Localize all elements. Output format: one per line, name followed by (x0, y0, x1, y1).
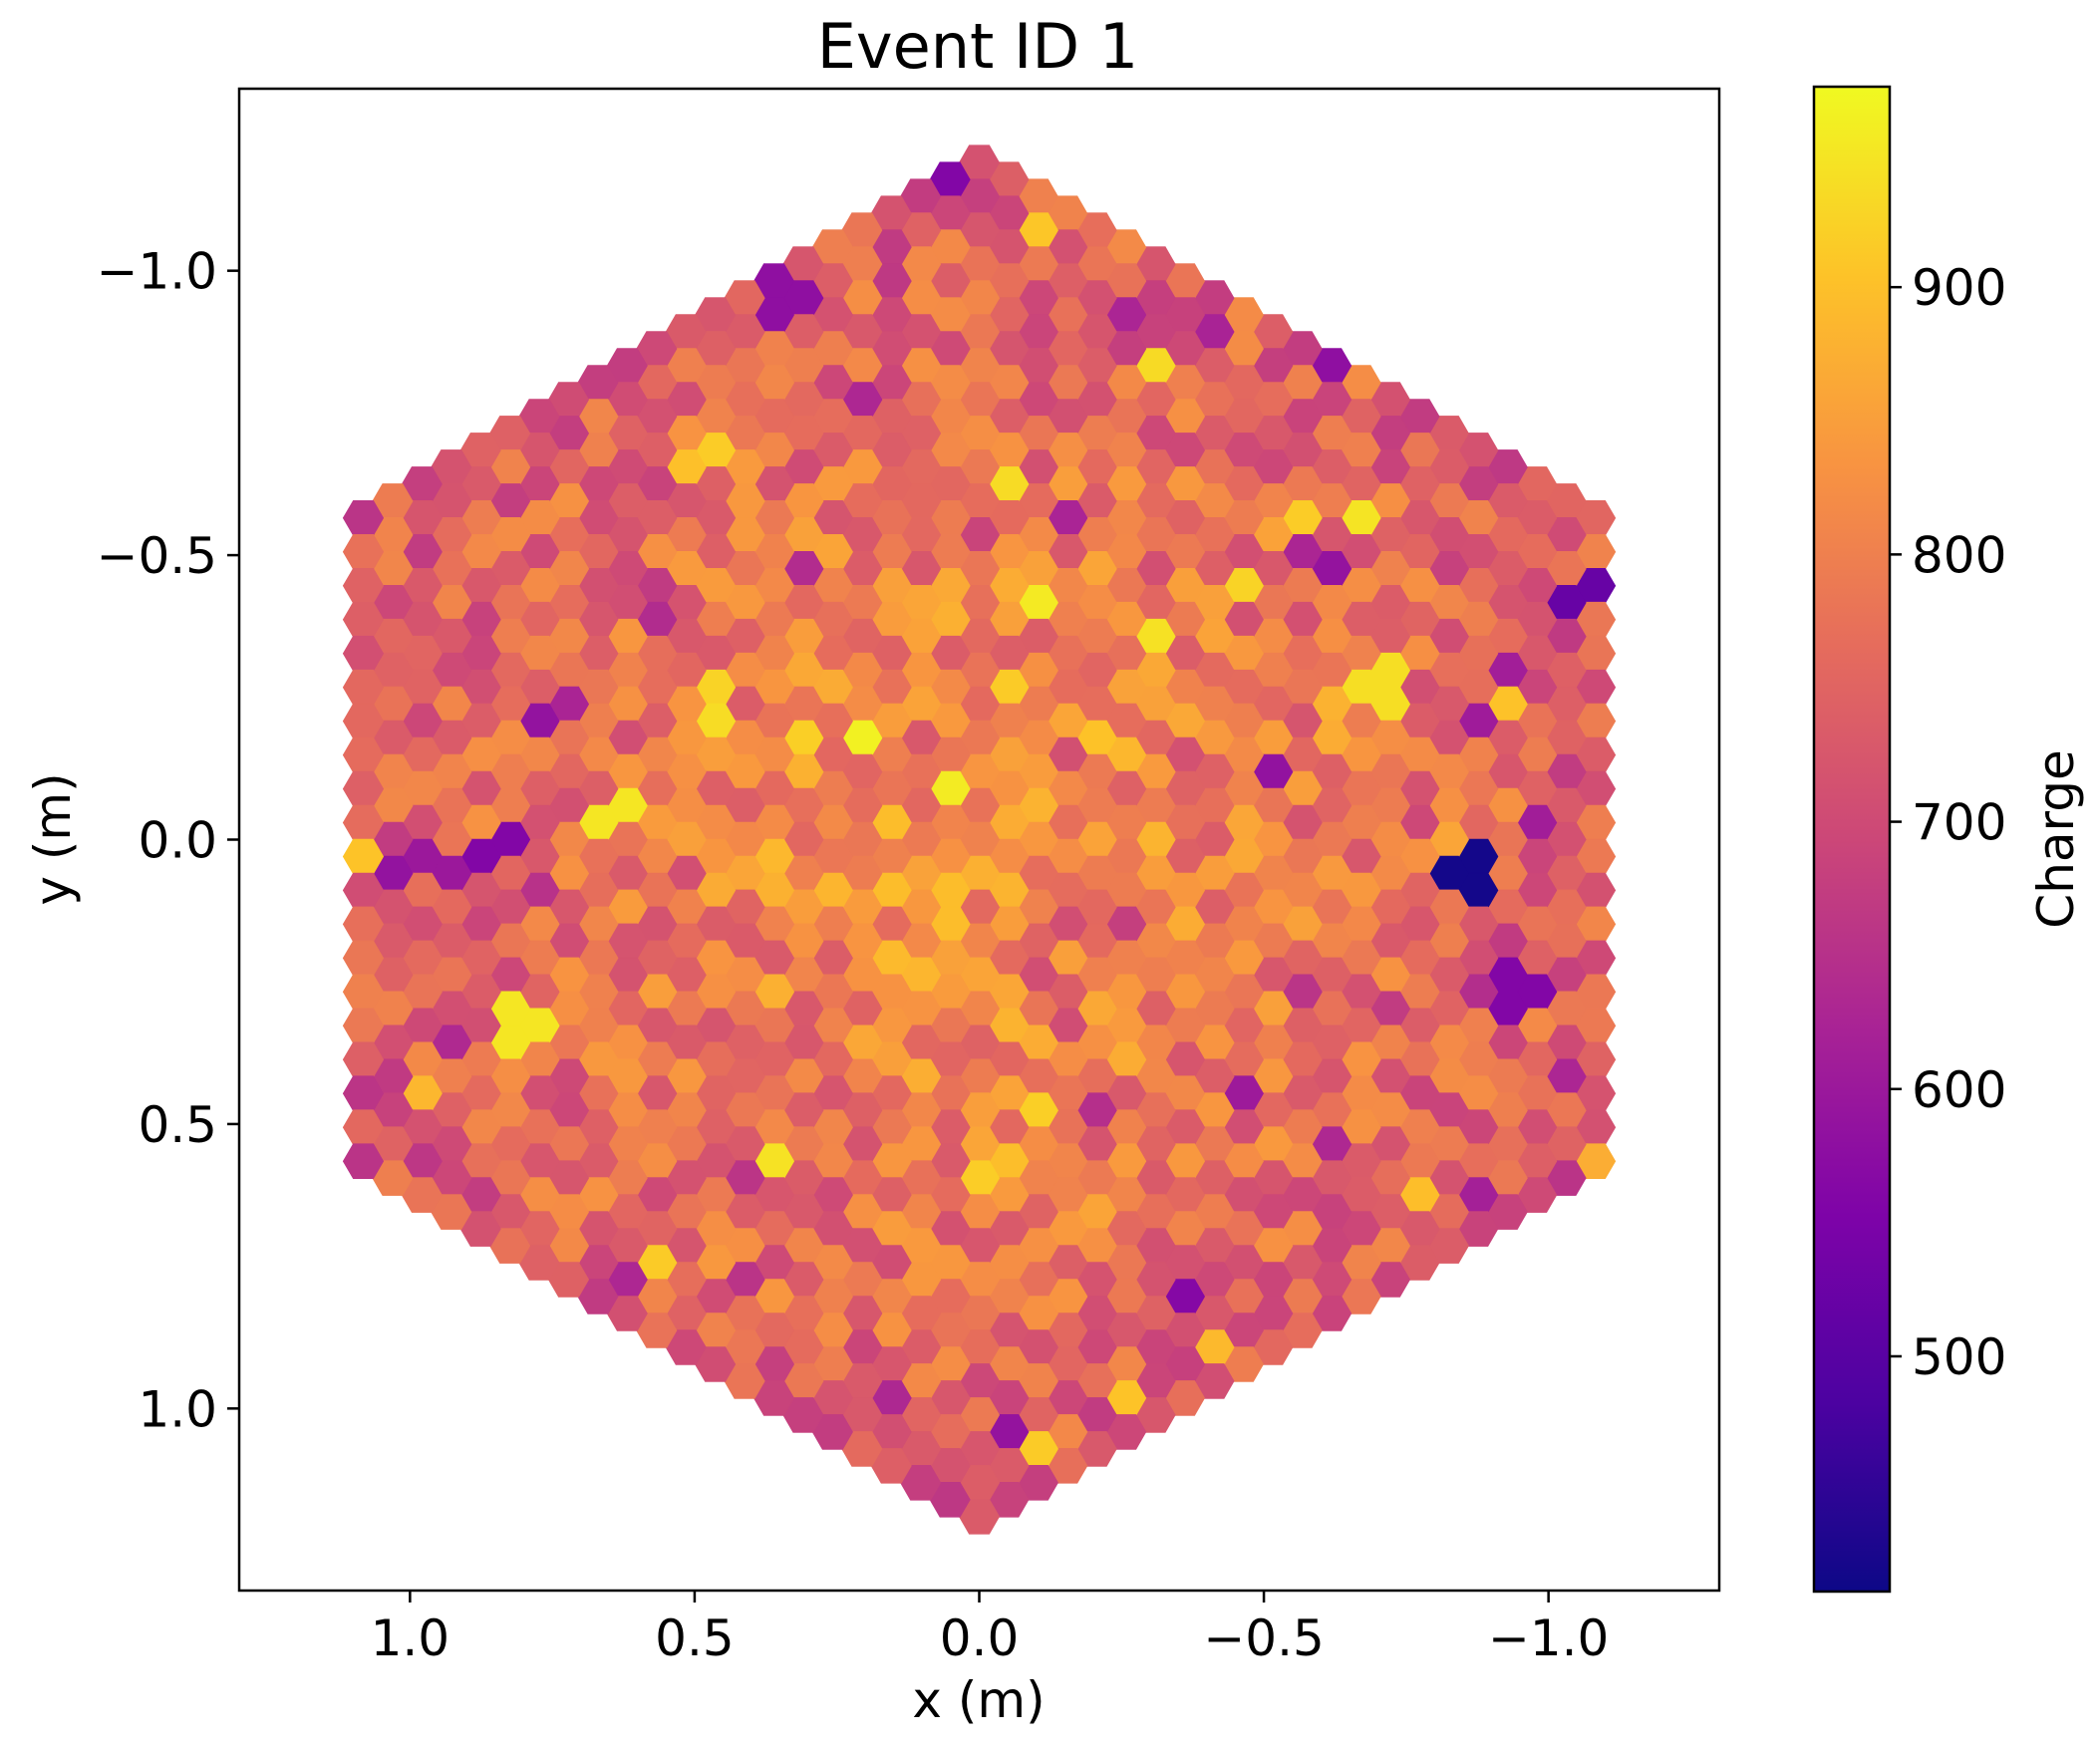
x-tick-label: 0.0 (940, 1609, 1020, 1667)
y-tick-label: 0.5 (138, 1096, 217, 1154)
x-tick-label: 1.0 (371, 1609, 450, 1667)
colorbar-tick-label: 700 (1912, 794, 2006, 852)
colorbar-label: Charge (2027, 749, 2085, 928)
x-axis-label: x (m) (912, 1671, 1045, 1729)
x-axis: 1.0 0.5 0.0 −0.5 −1.0 (371, 1591, 1609, 1667)
colorbar-tick-label: 600 (1912, 1061, 2006, 1119)
camera-pixel (342, 1143, 385, 1179)
y-axis-label: y (m) (24, 772, 82, 905)
colorbar-axis: 500 600 700 800 900 (1890, 259, 2006, 1386)
x-tick-label: −1.0 (1488, 1609, 1609, 1667)
x-tick-label: 0.5 (655, 1609, 735, 1667)
y-axis: −1.0 −0.5 0.0 0.5 1.0 (97, 243, 239, 1438)
y-tick-label: −1.0 (97, 243, 217, 301)
camera-pixels (342, 145, 1617, 1535)
y-tick-label: 1.0 (138, 1380, 217, 1438)
colorbar (1814, 87, 1890, 1592)
colorbar-tick-label: 900 (1912, 259, 2006, 317)
y-tick-label: −0.5 (97, 527, 217, 585)
colorbar-frame (1812, 85, 1892, 1594)
x-tick-label: −0.5 (1203, 1609, 1324, 1667)
colorbar-tick-label: 800 (1912, 526, 2006, 584)
chart-title: Event ID 1 (817, 10, 1139, 83)
y-tick-label: 0.0 (138, 812, 217, 870)
colorbar-tick-label: 500 (1912, 1328, 2006, 1386)
